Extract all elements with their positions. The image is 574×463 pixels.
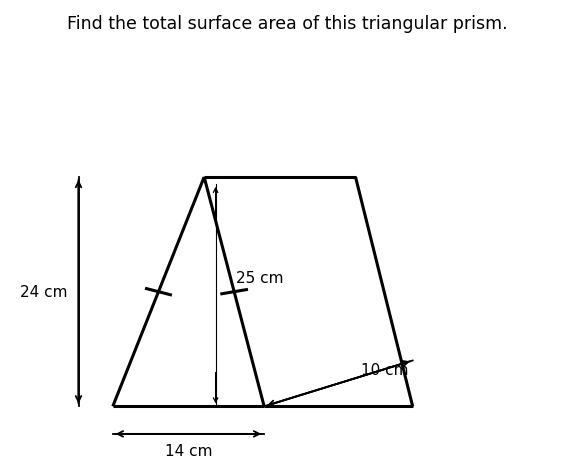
Text: 10 cm: 10 cm — [361, 363, 409, 377]
Text: 14 cm: 14 cm — [165, 443, 212, 458]
Text: Find the total surface area of this triangular prism.: Find the total surface area of this tria… — [67, 15, 507, 33]
Text: 25 cm: 25 cm — [235, 271, 283, 286]
Text: 24 cm: 24 cm — [20, 285, 67, 300]
